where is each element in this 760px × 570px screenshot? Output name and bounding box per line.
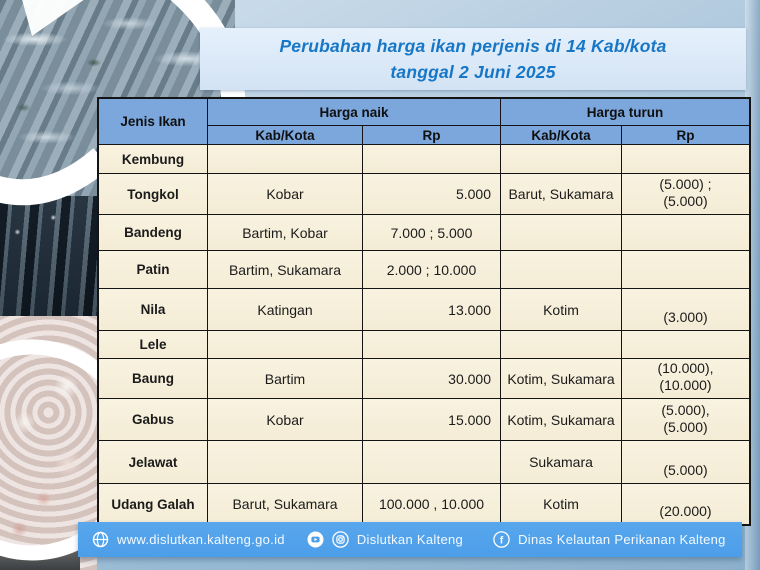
col-header-jenis-ikan: Jenis Ikan (99, 99, 208, 145)
price-table: Jenis Ikan Harga naik Harga turun Kab/Ko… (97, 97, 751, 526)
cell-jenis-ikan: Gabus (99, 399, 208, 441)
cell-naik-kabkota (208, 441, 363, 484)
cell-turun-kabkota: Kotim, Sukamara (501, 359, 622, 399)
cell-jenis-ikan: Nila (99, 289, 208, 331)
cell-naik-rp: 7.000 ; 5.000 (363, 215, 501, 251)
cell-naik-kabkota (208, 331, 363, 359)
cell-turun-rp (622, 215, 749, 251)
footer-social-account[interactable]: Dislutkan Kalteng (356, 532, 464, 547)
cell-turun-rp (622, 145, 749, 174)
footer-bar: www.dislutkan.kalteng.go.id Dislutkan Ka… (78, 522, 742, 557)
page-title-line1: Perubahan harga ikan perjenis di 14 Kab/… (279, 36, 667, 56)
col-header-naik-rp: Rp (363, 126, 501, 145)
cell-naik-kabkota: Kobar (208, 399, 363, 441)
cell-jenis-ikan: Lele (99, 331, 208, 359)
cell-naik-kabkota (208, 145, 363, 174)
facebook-icon[interactable]: f (493, 531, 510, 548)
cell-jenis-ikan: Tongkol (99, 174, 208, 215)
cell-jenis-ikan: Kembung (99, 145, 208, 174)
globe-icon (92, 531, 109, 548)
cell-naik-kabkota: Bartim, Kobar (208, 215, 363, 251)
cell-turun-kabkota: Barut, Sukamara (501, 174, 622, 215)
mackerel-photo (0, 196, 97, 316)
cell-naik-rp: 30.000 (363, 359, 501, 399)
footer-facebook-page[interactable]: Dinas Kelautan Perikanan Kalteng (518, 532, 726, 547)
cell-jenis-ikan: Baung (99, 359, 208, 399)
cell-turun-rp: (3.000) (622, 289, 749, 331)
cell-turun-rp: (5.000), (5.000) (622, 399, 749, 441)
cell-turun-kabkota: Sukamara (501, 441, 622, 484)
cell-naik-rp: 15.000 (363, 399, 501, 441)
cell-turun-kabkota (501, 331, 622, 359)
svg-text:f: f (500, 534, 504, 546)
cell-turun-kabkota (501, 145, 622, 174)
cell-naik-rp: 5.000 (363, 174, 501, 215)
col-header-naik-kabkota: Kab/Kota (208, 126, 363, 145)
cell-naik-kabkota: Bartim (208, 359, 363, 399)
page-title-line2: tanggal 2 Juni 2025 (390, 62, 556, 82)
cell-turun-kabkota (501, 215, 622, 251)
cell-naik-rp: 13.000 (363, 289, 501, 331)
col-header-turun-kabkota: Kab/Kota (501, 126, 622, 145)
cell-turun-rp (622, 251, 749, 289)
cell-turun-rp: (5.000) ; (5.000) (622, 174, 749, 215)
col-header-turun-rp: Rp (622, 126, 749, 145)
cell-naik-rp: 100.000 , 10.000 (363, 484, 501, 524)
cell-naik-rp (363, 331, 501, 359)
cell-naik-kabkota: Barut, Sukamara (208, 484, 363, 524)
cell-naik-rp: 2.000 ; 10.000 (363, 251, 501, 289)
cell-jenis-ikan: Bandeng (99, 215, 208, 251)
cell-turun-kabkota: Kotim, Sukamara (501, 399, 622, 441)
col-group-harga-naik: Harga naik (208, 99, 501, 126)
cell-turun-kabkota: Kotim (501, 484, 622, 524)
cell-jenis-ikan: Jelawat (99, 441, 208, 484)
cell-turun-rp: (10.000), (10.000) (622, 359, 749, 399)
cell-turun-kabkota (501, 251, 622, 289)
cell-naik-kabkota: Katingan (208, 289, 363, 331)
footer-website-link[interactable]: www.dislutkan.kalteng.go.id (117, 532, 285, 547)
cell-turun-kabkota: Kotim (501, 289, 622, 331)
cell-naik-rp (363, 441, 501, 484)
instagram-icon[interactable] (332, 531, 349, 548)
title-box: Perubahan harga ikan perjenis di 14 Kab/… (200, 28, 746, 90)
bottom-dark-photo (0, 546, 80, 570)
cell-jenis-ikan: Udang Galah (99, 484, 208, 524)
youtube-icon[interactable] (307, 531, 324, 548)
col-group-harga-turun: Harga turun (501, 99, 749, 126)
cell-jenis-ikan: Patin (99, 251, 208, 289)
cell-naik-rp (363, 145, 501, 174)
cell-naik-kabkota: Kobar (208, 174, 363, 215)
cell-turun-rp: (20.000) (622, 484, 749, 524)
cell-naik-kabkota: Bartim, Sukamara (208, 251, 363, 289)
cell-turun-rp (622, 331, 749, 359)
cell-turun-rp: (5.000) (622, 441, 749, 484)
